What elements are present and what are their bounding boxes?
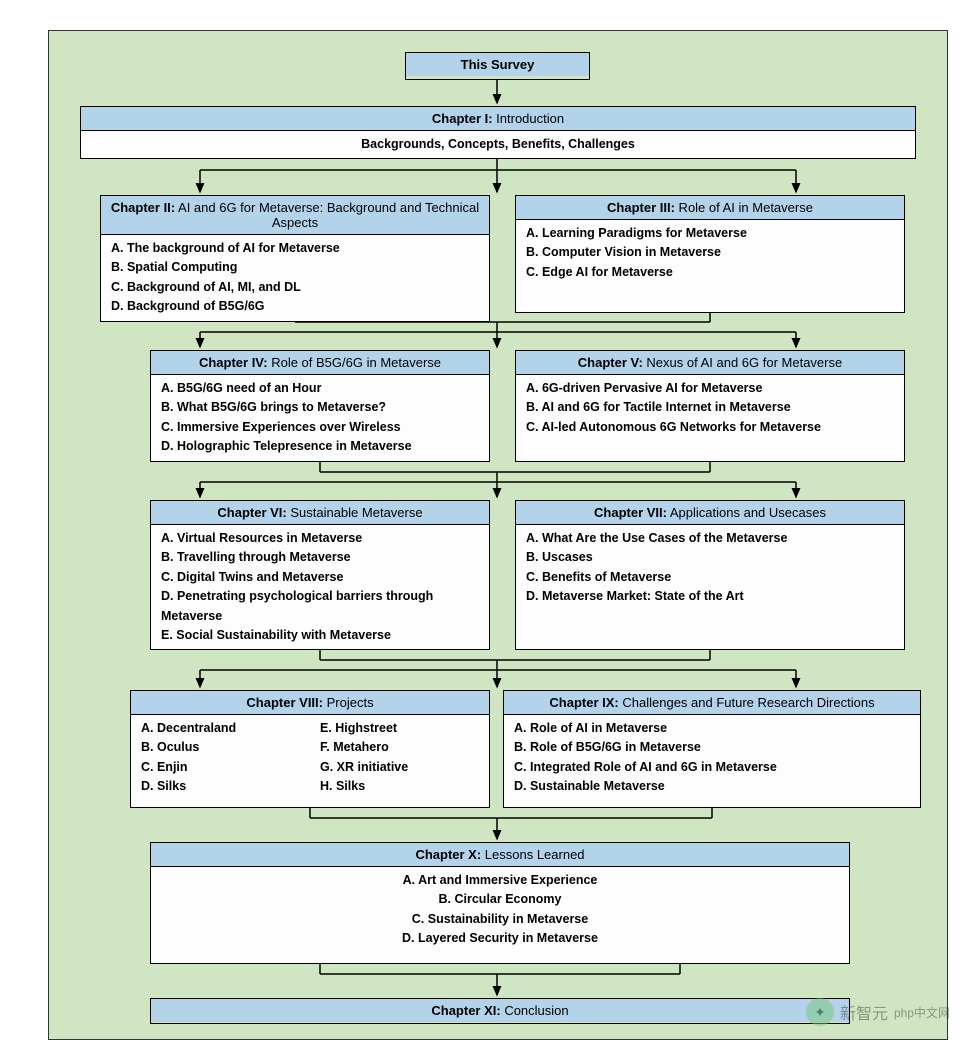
watermark-site: php中文网 <box>894 1004 950 1021</box>
ch2-body: A. The background of AI for MetaverseB. … <box>101 234 489 321</box>
node-chapter-1: Chapter I: Introduction Backgrounds, Con… <box>80 106 916 159</box>
ch6-body: A. Virtual Resources in MetaverseB. Trav… <box>151 524 489 649</box>
node-chapter-3: Chapter III: Role of AI in Metaverse A. … <box>515 195 905 313</box>
node-chapter-7: Chapter VII: Applications and Usecases A… <box>515 500 905 650</box>
diagram-canvas: This Survey Chapter I: Introduction Back… <box>0 0 970 1046</box>
watermark: ✦ 新智元 php中文网 <box>806 998 950 1026</box>
ch4-header: Chapter IV: Role of B5G/6G in Metaverse <box>151 351 489 374</box>
ch11-header: Chapter XI: Conclusion <box>151 999 849 1022</box>
ch4-body: A. B5G/6G need of an HourB. What B5G/6G … <box>151 374 489 461</box>
ch3-header: Chapter III: Role of AI in Metaverse <box>516 196 904 219</box>
node-chapter-10: Chapter X: Lessons Learned A. Art and Im… <box>150 842 850 964</box>
ch8-header: Chapter VIII: Projects <box>131 691 489 714</box>
ch5-body: A. 6G-driven Pervasive AI for MetaverseB… <box>516 374 904 461</box>
ch2-header: Chapter II: AI and 6G for Metaverse: Bac… <box>101 196 489 234</box>
node-chapter-8: Chapter VIII: Projects A. DecentralandB.… <box>130 690 490 808</box>
ch10-body: A. Art and Immersive ExperienceB. Circul… <box>151 866 849 963</box>
ch9-body: A. Role of AI in MetaverseB. Role of B5G… <box>504 714 920 807</box>
node-chapter-5: Chapter V: Nexus of AI and 6G for Metave… <box>515 350 905 462</box>
node-chapter-9: Chapter IX: Challenges and Future Resear… <box>503 690 921 808</box>
ch1-body: Backgrounds, Concepts, Benefits, Challen… <box>81 130 915 158</box>
node-chapter-11: Chapter XI: Conclusion <box>150 998 850 1024</box>
watermark-icon: ✦ <box>806 998 834 1026</box>
ch8-col1: A. DecentralandB. OculusC. EnjinD. Silks <box>141 719 300 803</box>
node-chapter-6: Chapter VI: Sustainable Metaverse A. Vir… <box>150 500 490 650</box>
ch9-header: Chapter IX: Challenges and Future Resear… <box>504 691 920 714</box>
node-chapter-4: Chapter IV: Role of B5G/6G in Metaverse … <box>150 350 490 462</box>
ch3-body: A. Learning Paradigms for MetaverseB. Co… <box>516 219 904 312</box>
ch7-body: A. What Are the Use Cases of the Metaver… <box>516 524 904 649</box>
ch1-header: Chapter I: Introduction <box>81 107 915 130</box>
node-survey: This Survey <box>405 52 590 80</box>
ch6-header: Chapter VI: Sustainable Metaverse <box>151 501 489 524</box>
watermark-brand: 新智元 <box>840 1000 888 1024</box>
ch8-col2: E. HighstreetF. MetaheroG. XR initiative… <box>320 719 479 803</box>
ch8-body: A. DecentralandB. OculusC. EnjinD. Silks… <box>131 714 489 807</box>
ch7-header: Chapter VII: Applications and Usecases <box>516 501 904 524</box>
ch10-header: Chapter X: Lessons Learned <box>151 843 849 866</box>
survey-title: This Survey <box>406 53 589 76</box>
ch5-header: Chapter V: Nexus of AI and 6G for Metave… <box>516 351 904 374</box>
node-chapter-2: Chapter II: AI and 6G for Metaverse: Bac… <box>100 195 490 322</box>
